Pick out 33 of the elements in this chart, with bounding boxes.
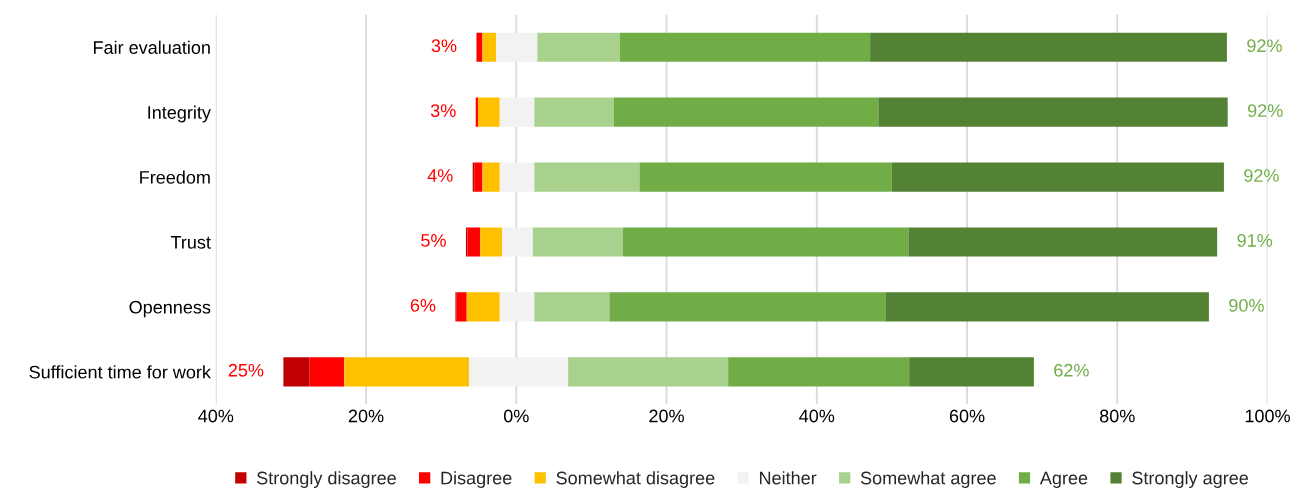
legend-label: Strongly agree: [1132, 471, 1248, 488]
x-tick-label: 0%: [503, 409, 529, 423]
annotation: 90%: [1229, 298, 1264, 312]
annotation: 25%: [228, 363, 264, 377]
x-tick-label: 20%: [649, 409, 684, 423]
y-tick-label: Integrity: [148, 105, 211, 123]
x-tick-label: 100%: [1245, 409, 1290, 423]
y-tick-label: Sufficient time for work: [29, 365, 211, 379]
legend-label: Somewhat agree: [860, 471, 996, 488]
legend-label: Disagree: [441, 471, 512, 488]
x-tick-label: 40%: [198, 409, 234, 423]
x-tick-label: 20%: [348, 409, 384, 423]
legend-label: Strongly disagree: [256, 471, 396, 488]
x-tick-label: 60%: [949, 409, 985, 423]
annotation: 5%: [421, 234, 446, 247]
x-tick-label: 80%: [1099, 409, 1135, 423]
x-tick-label: 40%: [799, 409, 835, 423]
annotation: 91%: [1237, 234, 1273, 247]
annotation: 92%: [1244, 169, 1279, 182]
annotation: 3%: [431, 39, 457, 53]
legend-label: Somewhat disagree: [556, 471, 715, 488]
annotation: 3%: [430, 104, 456, 117]
legend-label: Agree: [1039, 471, 1088, 488]
y-tick-label: Fair evaluation: [94, 40, 210, 54]
annotation: 6%: [410, 298, 436, 312]
y-tick-label: Openness: [129, 300, 211, 318]
y-tick-label: Freedom: [140, 170, 210, 184]
annotation: 62%: [1054, 363, 1089, 377]
y-tick-label: Trust: [170, 236, 211, 249]
legend-label: Neither: [759, 471, 817, 485]
annotation: 92%: [1247, 104, 1283, 117]
annotation: 4%: [427, 169, 453, 182]
annotation: 92%: [1247, 39, 1282, 53]
